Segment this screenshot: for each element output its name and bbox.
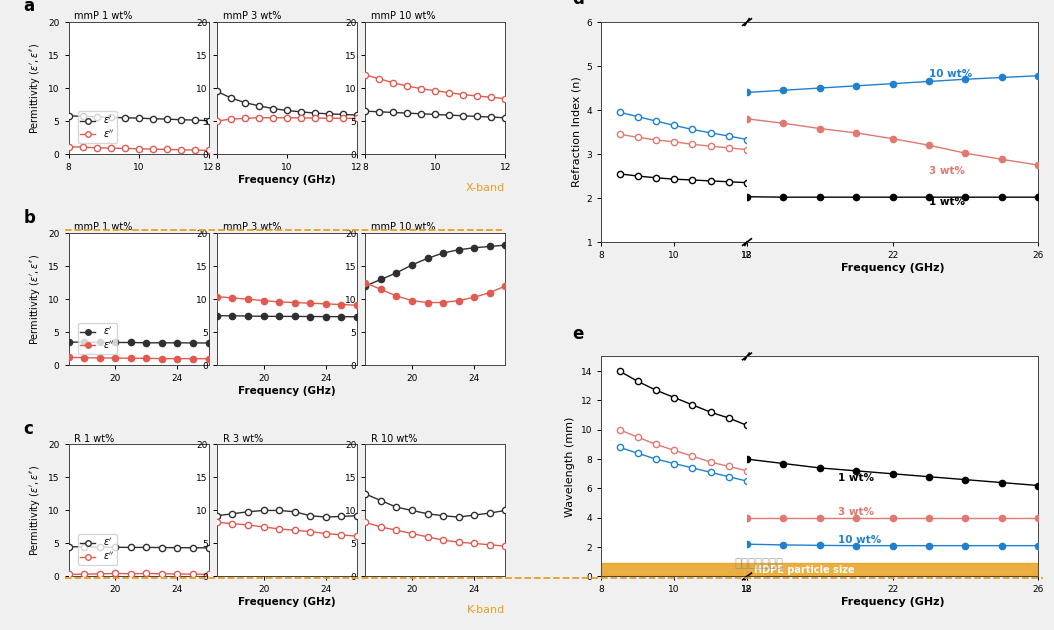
- Text: mmP 1 wt%: mmP 1 wt%: [74, 11, 133, 21]
- Legend: $\varepsilon'$, $\varepsilon''$: $\varepsilon'$, $\varepsilon''$: [78, 323, 117, 354]
- Bar: [747, 563, 1038, 576]
- Text: c: c: [23, 420, 34, 438]
- Text: d: d: [572, 0, 584, 8]
- X-axis label: Frequency (GHz): Frequency (GHz): [841, 597, 944, 607]
- X-axis label: Frequency (GHz): Frequency (GHz): [238, 597, 336, 607]
- Text: K-band: K-band: [467, 605, 505, 616]
- Text: e: e: [572, 325, 584, 343]
- Text: mmP 1 wt%: mmP 1 wt%: [74, 222, 133, 232]
- Text: mmP 10 wt%: mmP 10 wt%: [371, 11, 435, 21]
- Text: 3 wt%: 3 wt%: [929, 166, 965, 176]
- Y-axis label: Wavelength (mm): Wavelength (mm): [565, 416, 575, 517]
- Text: 1 wt%: 1 wt%: [929, 197, 965, 207]
- Text: 3 wt%: 3 wt%: [838, 507, 874, 517]
- Text: mmP 10 wt%: mmP 10 wt%: [371, 222, 435, 232]
- Legend: $\varepsilon'$, $\varepsilon''$: $\varepsilon'$, $\varepsilon''$: [78, 534, 117, 565]
- Y-axis label: Permittivity ($\varepsilon',\varepsilon''$): Permittivity ($\varepsilon',\varepsilon'…: [28, 465, 42, 556]
- X-axis label: Frequency (GHz): Frequency (GHz): [238, 386, 336, 396]
- Text: 10 wt%: 10 wt%: [838, 535, 881, 545]
- Text: R 1 wt%: R 1 wt%: [74, 433, 115, 444]
- Text: 1 wt%: 1 wt%: [838, 473, 874, 483]
- Legend: $\varepsilon'$, $\varepsilon''$: $\varepsilon'$, $\varepsilon''$: [78, 112, 117, 142]
- Y-axis label: Refraction Index (n): Refraction Index (n): [571, 77, 581, 188]
- X-axis label: Frequency (GHz): Frequency (GHz): [841, 263, 944, 273]
- Text: R 3 wt%: R 3 wt%: [222, 433, 262, 444]
- Y-axis label: Permittivity ($\varepsilon',\varepsilon''$): Permittivity ($\varepsilon',\varepsilon'…: [28, 42, 42, 134]
- Text: X-band: X-band: [466, 183, 505, 193]
- Text: a: a: [23, 0, 35, 16]
- Text: mmP 3 wt%: mmP 3 wt%: [222, 222, 280, 232]
- Bar: [602, 563, 747, 576]
- Text: R 10 wt%: R 10 wt%: [371, 433, 417, 444]
- Text: HDPE particle size: HDPE particle size: [755, 564, 855, 575]
- Y-axis label: Permittivity ($\varepsilon',\varepsilon''$): Permittivity ($\varepsilon',\varepsilon'…: [28, 254, 42, 345]
- X-axis label: Frequency (GHz): Frequency (GHz): [238, 175, 336, 185]
- Text: b: b: [23, 209, 36, 227]
- Text: mmP 3 wt%: mmP 3 wt%: [222, 11, 280, 21]
- Text: 10 wt%: 10 wt%: [929, 69, 972, 79]
- Text: 材料分析与应用: 材料分析与应用: [735, 557, 783, 570]
